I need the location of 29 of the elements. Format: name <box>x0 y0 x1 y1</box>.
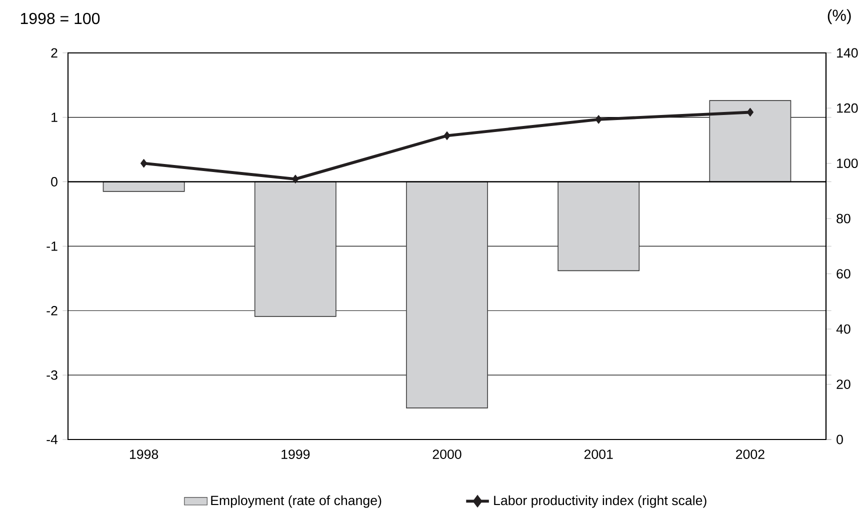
y2-tick-label: 80 <box>836 214 850 224</box>
point <box>140 158 148 168</box>
point <box>746 108 754 117</box>
y2-axis-title: (%) <box>828 9 851 24</box>
x-tick-label: 2002 <box>736 450 764 459</box>
y2-tick-label: 60 <box>836 269 850 279</box>
y-tick-label: -3 <box>46 370 58 380</box>
y2-tick-label: 120 <box>837 103 858 113</box>
y2-tick-label: 100 <box>837 158 858 168</box>
legend-label: Employment (rate of change) <box>211 495 382 508</box>
point <box>595 115 602 124</box>
point <box>444 131 450 140</box>
y2-tick-label: 0 <box>836 434 843 444</box>
y-tick-label: -2 <box>46 306 58 316</box>
x-tick-label: 1998 <box>130 450 158 459</box>
y-tick-label: 2 <box>51 48 58 58</box>
y-tick-label: -1 <box>46 242 58 251</box>
y-tick-label: 0 <box>51 177 58 186</box>
point <box>292 174 299 184</box>
x-tick-label: 1999 <box>282 450 310 459</box>
x-tick-label: 2001 <box>584 450 613 459</box>
y2-tick-label: 140 <box>837 48 858 58</box>
y-tick-label: -4 <box>46 434 58 444</box>
legend-label: Labor productivity index (right scale) <box>494 495 706 508</box>
y2-tick-label: 40 <box>836 324 850 334</box>
y2-tick-label: 20 <box>836 380 850 389</box>
y-axis-title: 1998 = 100 <box>20 12 100 24</box>
x-tick-label: 2000 <box>432 450 462 459</box>
y-tick-label: 1 <box>52 112 58 122</box>
